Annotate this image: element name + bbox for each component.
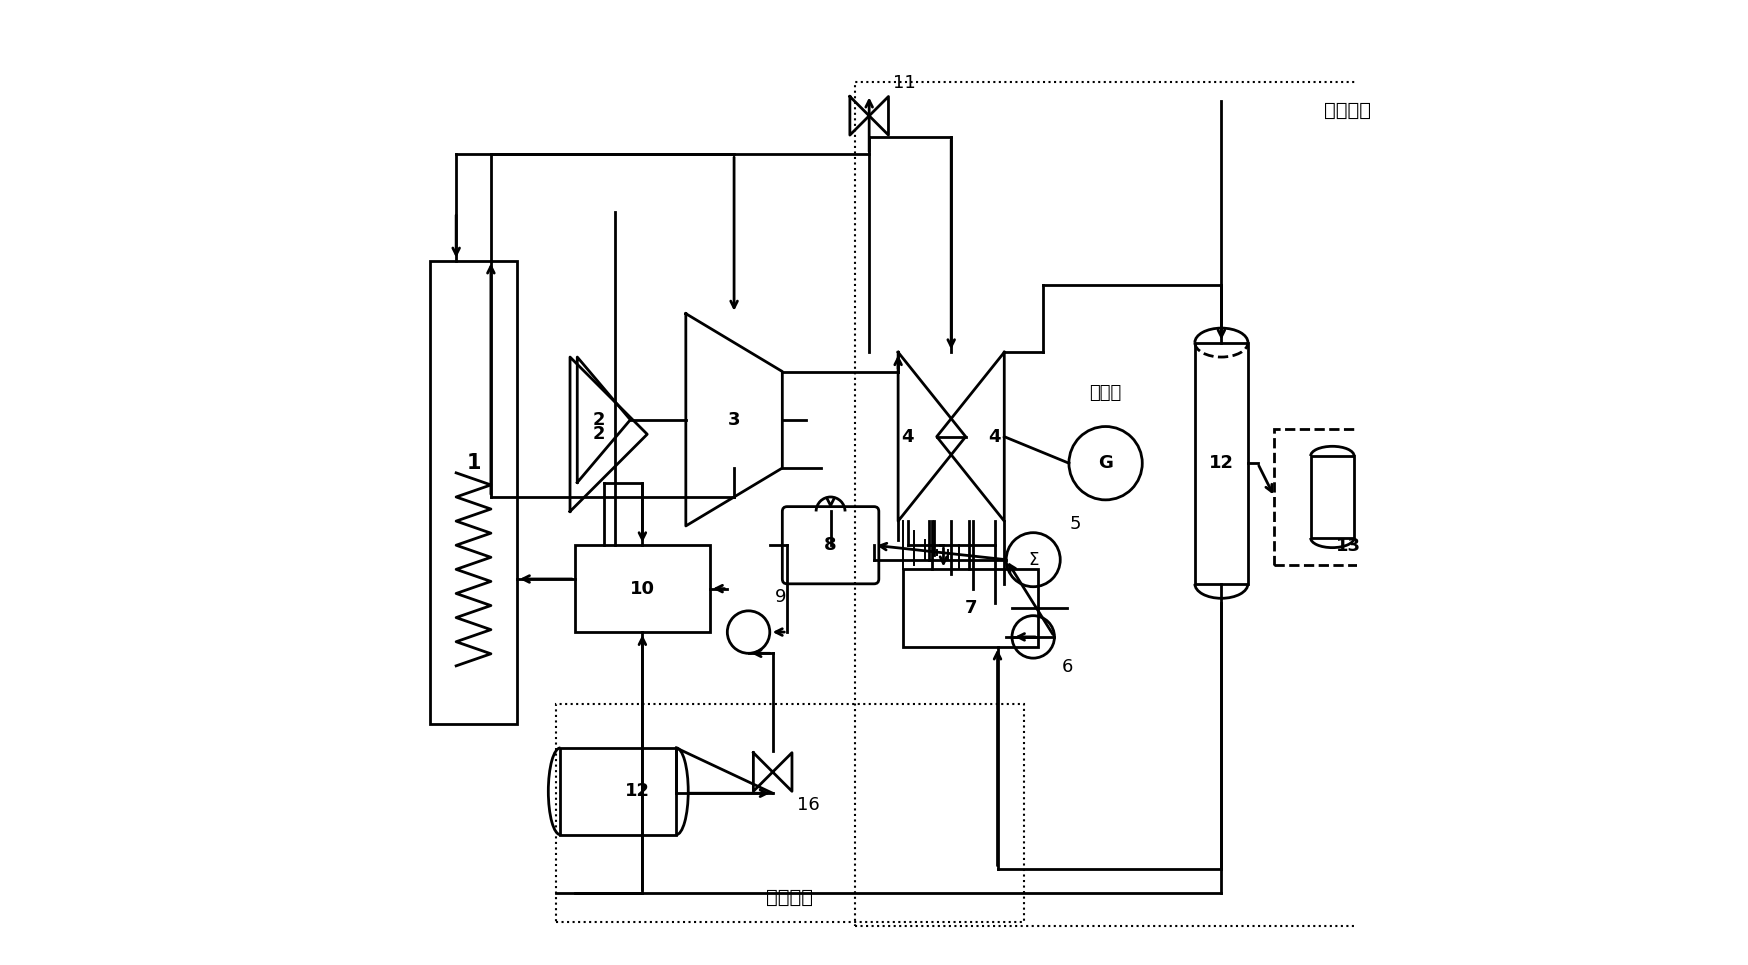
Text: 2: 2 [593,411,605,428]
Text: 9: 9 [774,588,787,606]
Text: 12: 12 [1210,455,1234,472]
Text: G: G [1098,455,1113,472]
Text: 3: 3 [727,411,741,428]
Text: 储能过程: 储能过程 [1323,101,1370,121]
Bar [855,82,1381,926]
Text: 16: 16 [797,796,820,814]
Text: 7: 7 [965,599,977,617]
Bar [430,261,517,724]
Text: 1: 1 [467,454,481,473]
Text: 释能过程: 释能过程 [766,888,813,907]
Text: Σ: Σ [1028,551,1038,568]
Bar [1274,429,1370,565]
Bar [556,704,1024,922]
Bar [1196,343,1248,584]
Text: 12: 12 [626,783,650,800]
Text: 13: 13 [1335,537,1362,555]
Bar [561,748,676,835]
Text: 2: 2 [593,426,605,443]
Text: 10: 10 [629,580,656,597]
Text: 发电机: 发电机 [1089,384,1122,402]
Text: 6: 6 [1063,658,1073,676]
Text: 5: 5 [1070,514,1082,533]
Bar [1311,456,1355,538]
Bar [904,569,1038,647]
Text: 11: 11 [893,73,916,92]
Bar [575,545,710,632]
Text: 4: 4 [988,427,1002,446]
Text: 8: 8 [825,537,837,554]
Text: 4: 4 [902,427,914,446]
